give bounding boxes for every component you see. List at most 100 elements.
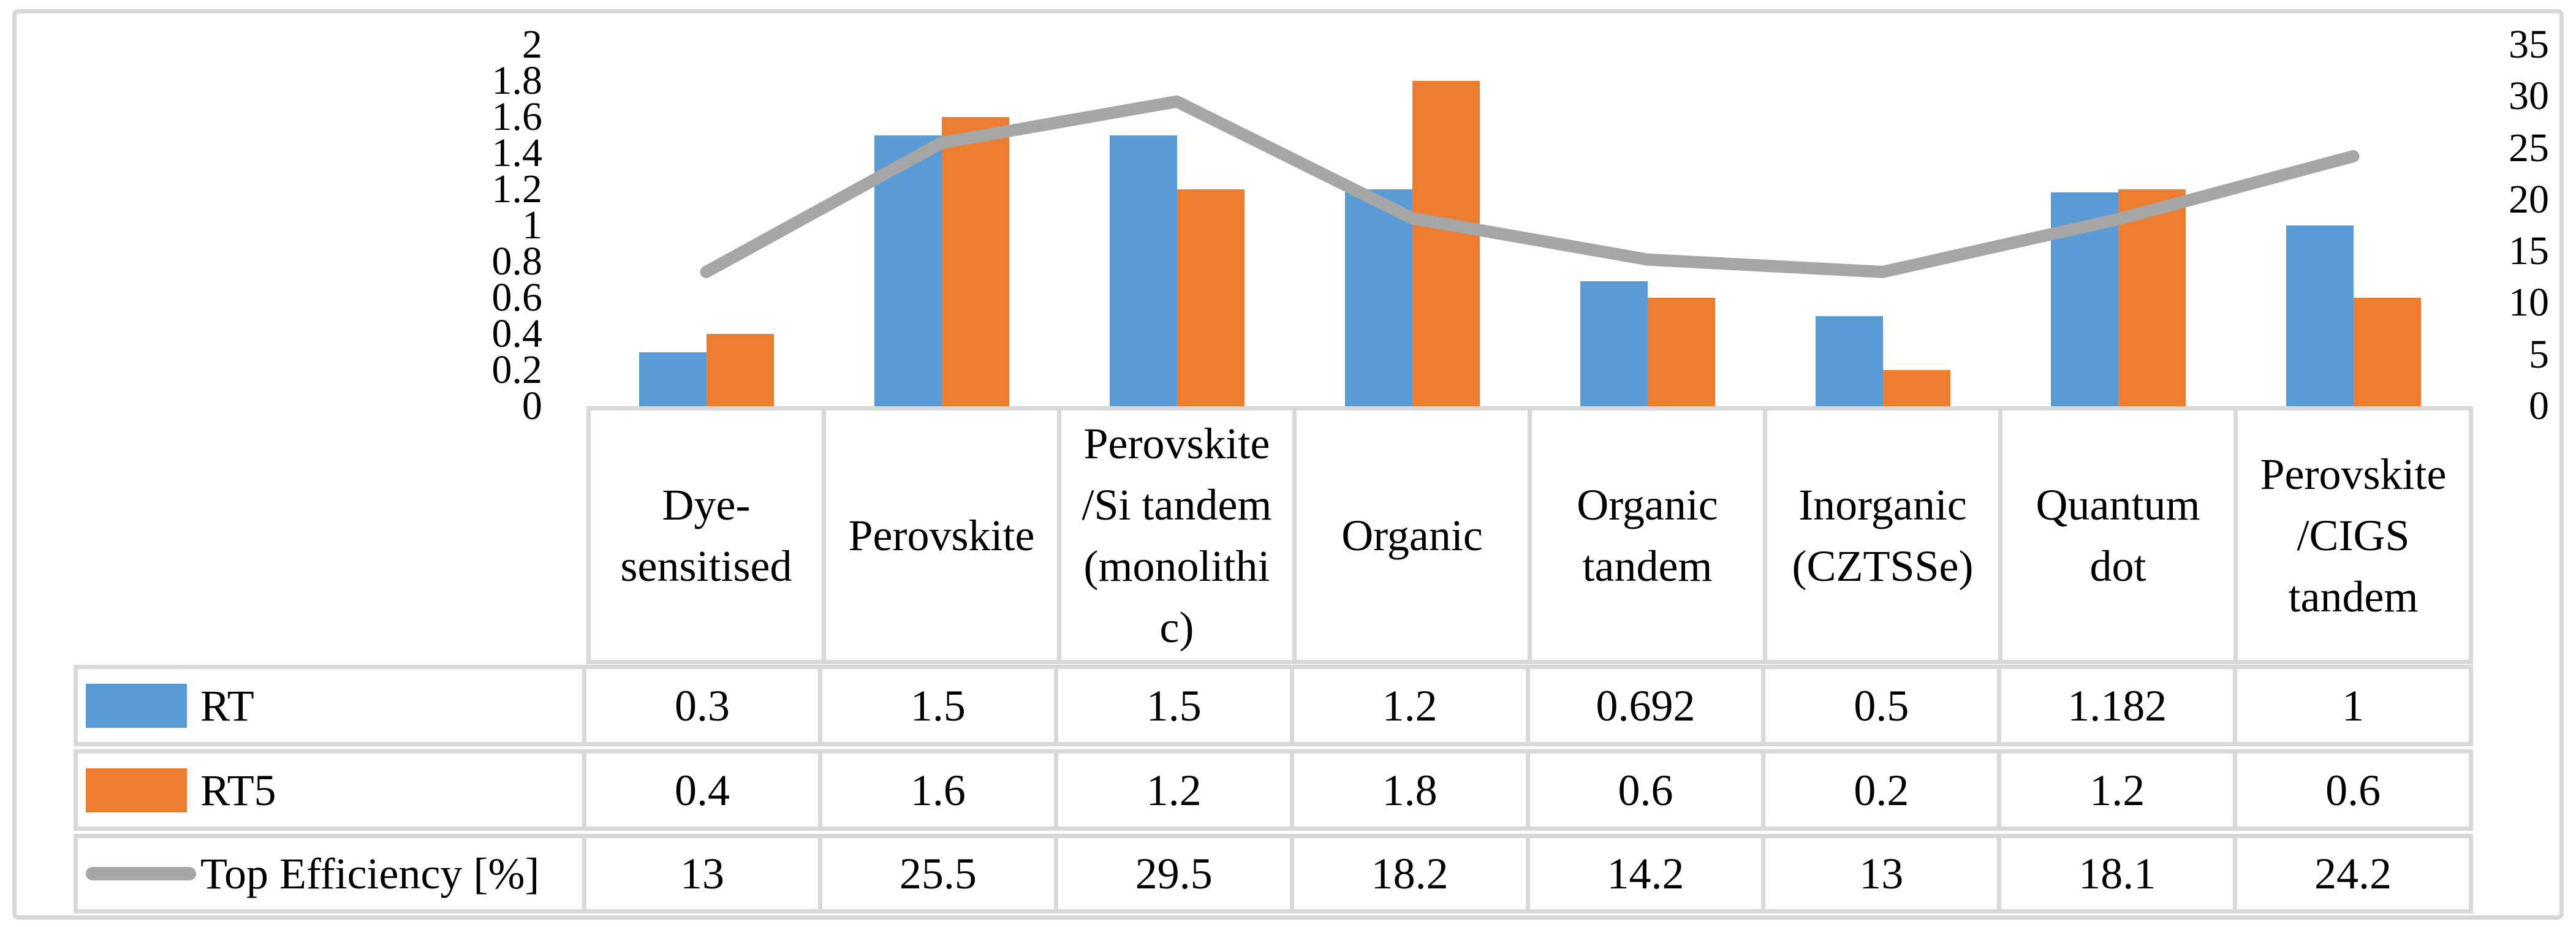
category-header-row: Dye-sensitised Perovskite Perovskite/Si ta… [586,406,2473,664]
value-cell: 0.5 [1765,669,1998,742]
left-axis-tick-label: 1 [522,203,542,248]
bar-rt5-4 [1412,81,1480,406]
bar-rt5-1 [706,334,774,406]
bars-layer [586,45,2469,406]
top-efficiency-polyline [700,95,2360,278]
left-axis-tick-label: 0 [522,384,542,428]
left-axis-tick-label: 0.2 [491,347,543,392]
right-axis-tick-label: 15 [2509,229,2549,274]
table-row-rt: RT 0.3 1.5 1.5 1.2 0.692 0.5 1.182 1 [74,665,2473,746]
table-row-top-efficiency: Top Efficiency [%] 13 25.5 29.5 18.2 14.2 13 18… [74,834,2473,914]
category-cell-2: Perovskite [826,411,1057,660]
bar-rt5-5 [1647,298,1715,406]
category-line: Inorganic [1798,480,1967,529]
chart-outer-border [12,9,2564,920]
category-line: tandem [1582,541,1713,591]
category-line: Perovskite [1083,418,1270,468]
bar-rt-5 [1580,281,1648,406]
value-cell: 29.5 [1058,838,1290,909]
bar-rt-1 [638,352,707,406]
value-cell: 0.6 [1529,754,1762,827]
value-cell: 24.2 [2237,838,2469,909]
category-cell-1: Dye-sensitised [591,411,822,660]
category-cell-5: Organic tandem [1532,411,1763,660]
category-line: Dye- [662,480,751,529]
value-cell: 1.5 [1058,669,1290,742]
value-cell: 18.2 [1294,838,1526,909]
category-line: /Si tandem [1082,480,1272,529]
top-efficiency-line [700,95,2360,278]
bar-rt5-7 [2118,189,2186,406]
right-axis-tick-label: 0 [2529,384,2549,428]
category-line: sensitised [620,541,792,591]
value-cell: 1.2 [2001,754,2233,827]
right-axis-tick-label: 25 [2509,125,2549,170]
series-name-label: Top Efficiency [%] [200,849,540,898]
value-cell: 18.1 [2001,838,2233,909]
line-series-key-icon [86,867,196,880]
category-line: Quantum [2036,480,2200,529]
value-cell: 1 [2237,669,2469,742]
left-axis-tick-label: 0.6 [491,275,543,320]
bar-rt-6 [1815,316,1883,406]
table-row-rt5: RT5 0.4 1.6 1.2 1.8 0.6 0.2 1.2 0.6 [74,749,2473,831]
right-axis-tick-label: 35 [2509,22,2549,67]
value-cell: 13 [586,838,818,909]
value-cell: 14.2 [1529,838,1762,909]
category-line: tandem [2288,572,2419,621]
left-axis-tick-label: 1.2 [491,167,543,211]
value-cell: 1.6 [822,754,1054,827]
series-name-label: RT [200,681,254,730]
category-line: (monolithi [1083,541,1270,591]
plot-area [586,45,2469,406]
right-axis-tick-label: 20 [2509,176,2549,222]
value-cell: 0.2 [1765,754,1998,827]
category-cell-7: Quantum dot [2002,411,2233,660]
category-line: c) [1159,602,1194,652]
left-axis-tick-label: 2 [522,22,542,67]
category-line: (CZTSSe) [1792,541,1974,591]
bar-series-key-icon [86,768,187,812]
value-cell: 1.5 [822,669,1054,742]
category-cell-8: Perovskite/CIGS tandem [2238,411,2469,660]
legend-cell-rt5: RT5 [78,754,582,827]
bar-series-key-icon [86,683,187,728]
category-line: Perovskite [848,510,1035,560]
value-cell: 0.6 [2237,754,2469,827]
category-cell-6: Inorganic (CZTSSe) [1767,411,1998,660]
left-axis-tick-label: 0.4 [491,311,543,356]
bar-rt5-3 [1176,189,1244,406]
category-line: Organic [1577,480,1718,529]
bar-rt5-2 [941,117,1009,406]
value-cell: 1.8 [1294,754,1526,827]
bar-rt-4 [1344,189,1412,406]
legend-cell-top efficiency [%]: Top Efficiency [%] [78,838,582,909]
left-axis-tick-label: 1.8 [491,58,543,103]
bar-rt5-8 [2353,298,2421,406]
category-cell-3: Perovskite/Si tandem (monolithi c) [1061,411,1292,660]
value-cell: 1.2 [1058,754,1290,827]
category-line: Organic [1341,510,1483,560]
category-line: dot [2089,541,2146,591]
legend-cell-rt: RT [78,669,582,742]
value-cell: 1.2 [1294,669,1526,742]
bar-rt-3 [1109,135,1177,406]
right-axis-tick-label: 30 [2509,74,2549,119]
category-cell-4: Organic [1297,411,1528,660]
value-cell: 25.5 [822,838,1054,909]
value-cell: 13 [1765,838,1998,909]
left-axis-tick-label: 1.6 [491,94,543,139]
value-cell: 0.692 [1529,669,1762,742]
right-axis-tick-label: 5 [2529,331,2549,377]
value-cell: 1.182 [2001,669,2233,742]
left-axis-tick-label: 0.8 [491,239,543,284]
category-line: /CIGS [2297,510,2410,560]
value-cell: 0.3 [586,669,818,742]
bar-rt-8 [2286,225,2354,406]
left-axis-tick-label: 1.4 [491,131,543,175]
right-axis-tick-label: 10 [2509,280,2549,325]
category-line: Perovskite [2260,449,2447,499]
series-name-label: RT5 [200,765,276,815]
value-cell: 0.4 [586,754,818,827]
